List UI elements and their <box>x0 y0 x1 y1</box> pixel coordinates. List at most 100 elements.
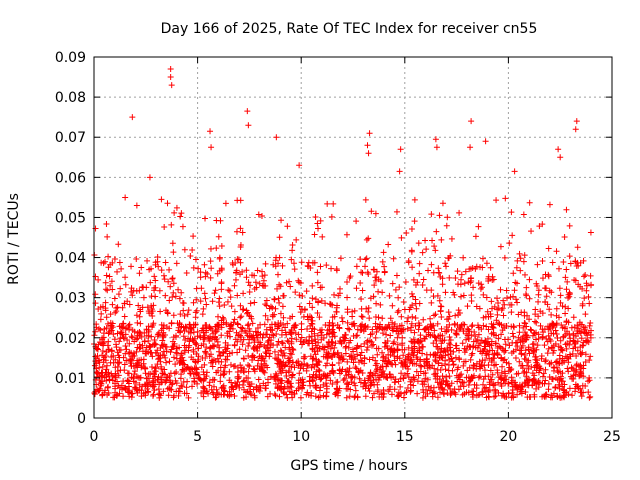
data-point <box>239 382 246 389</box>
data-point <box>425 383 432 390</box>
data-point <box>283 279 290 286</box>
data-point <box>233 329 240 336</box>
data-point <box>536 367 543 374</box>
data-point <box>299 306 306 313</box>
data-point <box>383 325 390 332</box>
data-point <box>585 293 592 300</box>
data-point <box>150 392 157 399</box>
data-point <box>255 376 262 383</box>
data-point <box>297 394 304 401</box>
data-point <box>115 241 122 248</box>
data-point <box>518 344 525 351</box>
data-point <box>363 382 370 389</box>
data-point <box>216 295 223 302</box>
data-point <box>442 361 449 368</box>
data-point <box>134 389 141 396</box>
data-point <box>572 339 579 346</box>
data-point <box>426 387 433 394</box>
data-point <box>507 367 514 374</box>
data-point <box>342 350 349 357</box>
data-point <box>231 316 238 323</box>
data-point <box>194 333 201 340</box>
data-point <box>397 146 404 153</box>
data-point <box>543 293 550 300</box>
data-point <box>329 320 336 327</box>
data-point <box>514 257 521 264</box>
data-point <box>447 341 454 348</box>
data-point <box>328 213 335 220</box>
data-point <box>137 320 144 327</box>
data-point <box>473 365 480 372</box>
data-point <box>111 256 118 263</box>
data-point <box>438 353 445 360</box>
data-point <box>398 313 405 320</box>
data-point <box>317 217 324 224</box>
data-point <box>285 359 292 366</box>
data-point <box>463 346 470 353</box>
data-point <box>431 365 438 372</box>
data-point <box>271 374 278 381</box>
data-point <box>152 277 159 284</box>
data-point <box>526 199 533 206</box>
data-point <box>104 342 111 349</box>
data-point <box>396 322 403 329</box>
data-point <box>185 328 192 335</box>
data-point <box>151 273 158 280</box>
data-point <box>516 358 523 365</box>
data-point <box>119 386 126 393</box>
data-point <box>313 385 320 392</box>
data-point <box>128 285 135 292</box>
data-point <box>496 321 503 328</box>
data-point <box>509 386 516 393</box>
data-point <box>115 291 122 298</box>
data-point <box>477 348 484 355</box>
data-point <box>400 352 407 359</box>
data-point <box>331 291 338 298</box>
data-point <box>256 365 263 372</box>
data-point <box>358 343 365 350</box>
data-point <box>258 212 265 219</box>
data-point <box>372 357 379 364</box>
data-point <box>483 323 490 330</box>
data-point <box>571 340 578 347</box>
data-point <box>255 386 262 393</box>
data-point <box>341 375 348 382</box>
data-point <box>102 369 109 376</box>
data-point <box>432 357 439 364</box>
data-point <box>572 126 579 133</box>
data-point <box>498 375 505 382</box>
data-point <box>394 309 401 316</box>
data-point <box>128 333 135 340</box>
data-point <box>154 253 161 260</box>
data-point <box>277 358 284 365</box>
data-point <box>120 320 127 327</box>
data-point <box>363 236 370 243</box>
data-point <box>344 306 351 313</box>
data-point <box>220 319 227 326</box>
data-point <box>479 255 486 262</box>
data-point <box>92 300 99 307</box>
data-point <box>482 373 489 380</box>
data-point <box>408 320 415 327</box>
data-point <box>168 82 175 89</box>
data-point <box>567 335 574 342</box>
data-point <box>553 305 560 312</box>
data-point <box>429 362 436 369</box>
data-point <box>491 381 498 388</box>
data-point <box>432 334 439 341</box>
data-point <box>565 319 572 326</box>
data-point <box>354 342 361 349</box>
data-point <box>332 340 339 347</box>
data-point <box>389 319 396 326</box>
data-point <box>330 370 337 377</box>
data-point <box>365 150 372 157</box>
data-point <box>237 242 244 249</box>
data-point <box>309 355 316 362</box>
data-point <box>535 287 542 294</box>
data-point <box>98 310 105 317</box>
x-axis-label: GPS time / hours <box>290 458 407 474</box>
data-point <box>429 237 436 244</box>
data-point <box>104 233 111 240</box>
data-point <box>282 344 289 351</box>
data-point <box>407 327 414 334</box>
